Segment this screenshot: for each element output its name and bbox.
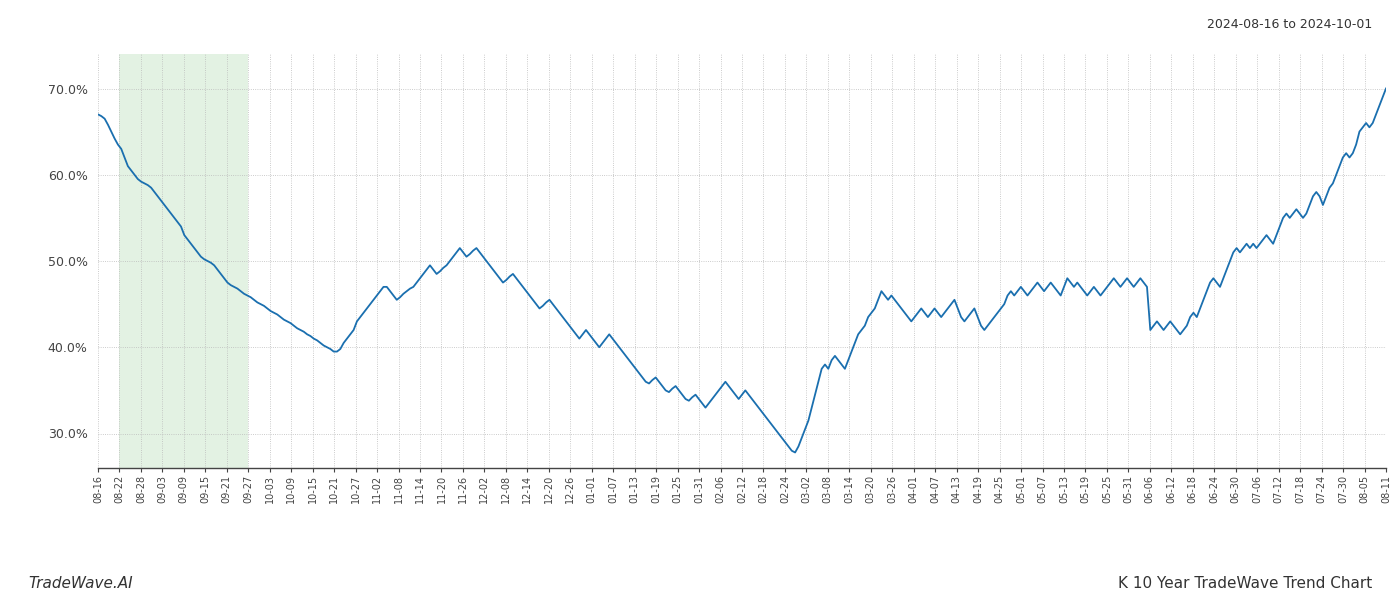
Text: TradeWave.AI: TradeWave.AI (28, 576, 133, 591)
Text: K 10 Year TradeWave Trend Chart: K 10 Year TradeWave Trend Chart (1117, 576, 1372, 591)
Bar (119, 54, 248, 468)
Text: 2024-08-16 to 2024-10-01: 2024-08-16 to 2024-10-01 (1207, 18, 1372, 31)
